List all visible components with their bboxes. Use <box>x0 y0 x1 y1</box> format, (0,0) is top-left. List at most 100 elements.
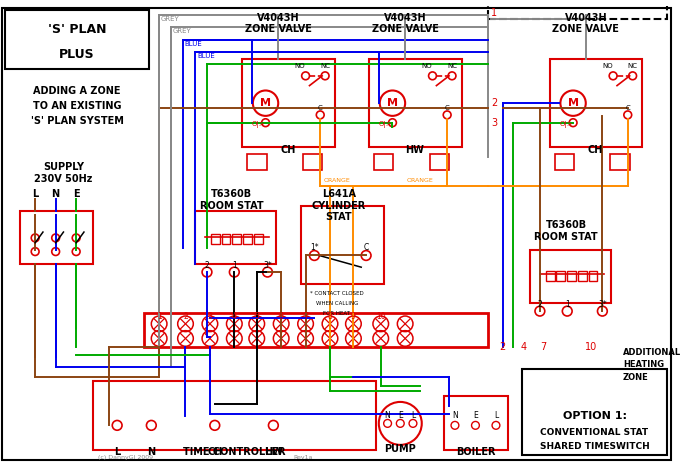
Bar <box>144 313 488 347</box>
Bar <box>5 10 149 69</box>
Bar <box>19 211 92 264</box>
Bar <box>488 0 667 19</box>
Bar <box>550 59 642 147</box>
Text: ZONE: ZONE <box>623 373 649 382</box>
Text: 1: 1 <box>565 300 570 309</box>
Bar <box>430 154 449 169</box>
Bar <box>233 234 241 244</box>
Text: ADDITIONAL: ADDITIONAL <box>623 348 681 357</box>
Text: ORANGE: ORANGE <box>324 178 351 183</box>
Text: M: M <box>387 98 398 108</box>
Text: N: N <box>147 447 155 457</box>
Bar <box>567 271 576 281</box>
Text: T6360B: T6360B <box>546 220 586 230</box>
Bar <box>301 206 384 284</box>
Text: (c) DannyGl 2009: (c) DannyGl 2009 <box>97 455 152 460</box>
Text: L: L <box>411 411 415 420</box>
Bar <box>555 154 574 169</box>
Bar <box>589 271 598 281</box>
Bar <box>374 154 393 169</box>
Text: V4043H: V4043H <box>564 13 607 23</box>
Text: OPTION 1:: OPTION 1: <box>562 410 627 421</box>
Text: PLUS: PLUS <box>59 48 95 61</box>
Text: HEATING: HEATING <box>623 360 664 369</box>
Text: 5: 5 <box>255 312 259 321</box>
Text: O|>: O|> <box>252 121 266 128</box>
Text: CONVENTIONAL STAT: CONVENTIONAL STAT <box>540 428 649 437</box>
Text: 3*: 3* <box>598 300 607 309</box>
Text: 7: 7 <box>541 342 547 352</box>
Text: 1: 1 <box>157 312 161 321</box>
Bar <box>530 249 611 303</box>
Text: 6: 6 <box>279 312 284 321</box>
Text: L641A: L641A <box>322 189 356 199</box>
Text: BLUE: BLUE <box>184 41 202 47</box>
Text: TIME CONTROLLER: TIME CONTROLLER <box>183 447 286 457</box>
Text: WHEN CALLING: WHEN CALLING <box>315 301 358 306</box>
Text: GREY: GREY <box>161 16 180 22</box>
Bar <box>522 369 667 454</box>
Text: BLUE: BLUE <box>197 53 215 59</box>
Text: Rev1a: Rev1a <box>293 455 313 460</box>
Bar <box>195 211 276 264</box>
Bar <box>92 381 376 450</box>
Text: 1: 1 <box>232 261 237 270</box>
Text: 3: 3 <box>491 118 497 128</box>
Text: 3: 3 <box>208 312 213 321</box>
Text: GREY: GREY <box>172 28 192 34</box>
Text: O|>: O|> <box>560 121 573 128</box>
Text: L: L <box>114 447 120 457</box>
Text: E: E <box>473 411 478 420</box>
Text: FOR HEAT: FOR HEAT <box>324 311 351 315</box>
Text: N: N <box>385 411 391 420</box>
Text: 3*: 3* <box>263 261 272 270</box>
Text: NO: NO <box>602 63 613 69</box>
Text: SUPPLY: SUPPLY <box>43 161 84 172</box>
Bar <box>221 234 230 244</box>
Text: 4: 4 <box>520 342 526 352</box>
Text: L: L <box>494 411 498 420</box>
Text: C: C <box>445 105 449 111</box>
Text: 10: 10 <box>584 342 597 352</box>
Text: V4043H: V4043H <box>257 13 299 23</box>
Text: E: E <box>73 189 79 199</box>
Text: BOILER: BOILER <box>455 447 495 457</box>
Text: ORANGE: ORANGE <box>406 178 433 183</box>
Text: ZONE VALVE: ZONE VALVE <box>245 24 312 34</box>
Text: CYLINDER: CYLINDER <box>312 201 366 211</box>
Bar <box>242 59 335 147</box>
Text: ZONE VALVE: ZONE VALVE <box>552 24 619 34</box>
Text: C: C <box>318 105 323 111</box>
Bar <box>369 59 462 147</box>
Text: 7: 7 <box>303 312 308 321</box>
Text: 2: 2 <box>205 261 209 270</box>
Text: 2: 2 <box>183 312 188 321</box>
Text: 9: 9 <box>351 312 356 321</box>
Text: 4: 4 <box>232 312 237 321</box>
Text: ROOM STAT: ROOM STAT <box>535 232 598 242</box>
Bar <box>444 396 508 450</box>
Text: 8: 8 <box>328 312 333 321</box>
Text: ROOM STAT: ROOM STAT <box>199 201 263 211</box>
Text: 'S' PLAN SYSTEM: 'S' PLAN SYSTEM <box>30 116 124 126</box>
Bar <box>610 154 630 169</box>
Bar <box>303 154 322 169</box>
Text: NO: NO <box>422 63 432 69</box>
Text: TO AN EXISTING: TO AN EXISTING <box>33 101 121 111</box>
Text: L: L <box>32 189 38 199</box>
Text: 'S' PLAN: 'S' PLAN <box>48 23 106 37</box>
Text: SHARED TIMESWITCH: SHARED TIMESWITCH <box>540 442 649 451</box>
Bar <box>247 154 266 169</box>
Text: M: M <box>260 98 271 108</box>
Text: HW: HW <box>264 447 283 457</box>
Text: T6360B: T6360B <box>211 189 252 199</box>
Text: CH: CH <box>280 145 296 155</box>
Text: 2: 2 <box>500 342 506 352</box>
Text: CH: CH <box>588 145 603 155</box>
Bar <box>211 234 219 244</box>
Text: PUMP: PUMP <box>384 444 416 454</box>
Bar <box>557 271 565 281</box>
Text: N: N <box>452 411 458 420</box>
Text: N: N <box>52 189 60 199</box>
Text: CH: CH <box>207 447 222 457</box>
